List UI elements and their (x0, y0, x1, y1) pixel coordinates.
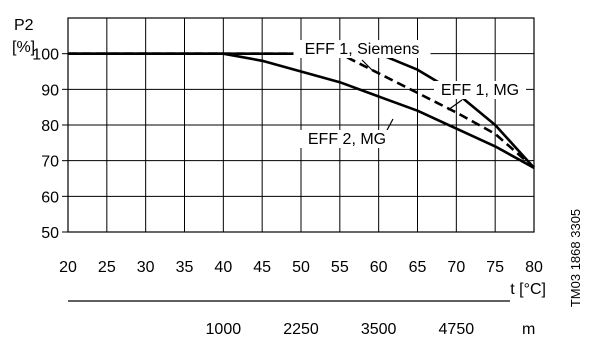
secondary-tick-label: 1000 (206, 321, 242, 338)
x-tick-labels: 20 25 30 35 40 45 50 55 60 65 70 75 80 (59, 259, 543, 276)
series-annotations: EFF 1, Siemens EFF 1, MG EFF 2, MG (293, 40, 526, 148)
y-tick-label: 90 (41, 82, 59, 99)
x-tick-label: 20 (59, 259, 77, 276)
y-tick-label: 80 (41, 118, 59, 135)
series-line-2 (68, 52, 535, 169)
x-tick-label: 65 (409, 259, 427, 276)
secondary-tick-label: 2250 (283, 321, 319, 338)
y-tick-labels: 50 60 70 80 90 100 (32, 47, 68, 242)
x-tick-label: 45 (253, 259, 271, 276)
x-tick-label: 35 (176, 259, 194, 276)
x-tick-label: 30 (137, 259, 155, 276)
x-tick-label: 25 (98, 259, 116, 276)
annotation-leader (447, 99, 463, 111)
drawing-number-label: TM03 1868 3305 (568, 209, 583, 307)
series-line-3 (68, 52, 535, 169)
y-tick-label: 70 (41, 154, 59, 171)
y-axis-label-line2: [%] (12, 39, 35, 56)
annotation-backdrop (297, 130, 397, 148)
x-tick-label: 50 (292, 259, 310, 276)
series-annotation: EFF 2, MG (308, 131, 386, 148)
annotation-backdrop (434, 81, 526, 99)
series-lines (68, 52, 535, 169)
secondary-tick-label: 3500 (361, 321, 397, 338)
x-axis-label: t [°C] (510, 281, 546, 298)
y-tick-label: 100 (32, 47, 59, 64)
secondary-tick-label: 4750 (439, 321, 475, 338)
secondary-axis-unit: m (522, 321, 535, 338)
secondary-axis-tick-labels: 1000 2250 3500 4750 (206, 321, 475, 338)
x-tick-label: 70 (447, 259, 465, 276)
annotation-backdrop (293, 40, 431, 58)
y-tick-label: 50 (41, 225, 59, 242)
annotation-leader (385, 118, 394, 133)
y-axis-label-line1: P2 (14, 17, 34, 34)
x-tick-label: 80 (525, 259, 543, 276)
x-tick-label: 60 (370, 259, 388, 276)
annotation-leader (361, 59, 375, 73)
x-tick-label: 40 (214, 259, 232, 276)
series-annotation: EFF 1, MG (441, 82, 519, 99)
y-tick-label: 60 (41, 189, 59, 206)
x-tick-label: 55 (331, 259, 349, 276)
series-annotation: EFF 1, Siemens (305, 41, 420, 58)
x-tick-label: 75 (486, 259, 504, 276)
